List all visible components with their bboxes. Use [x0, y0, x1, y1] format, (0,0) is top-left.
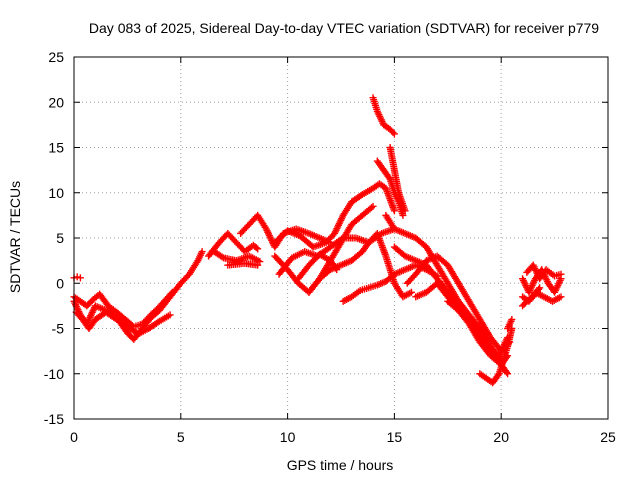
x-tick-label: 15	[387, 429, 403, 445]
data-marks	[70, 94, 565, 387]
x-tick-label: 0	[70, 429, 78, 445]
data-point	[401, 207, 409, 215]
y-tick-label: 20	[48, 94, 64, 110]
data-point	[254, 245, 262, 253]
chart-title: Day 083 of 2025, Sidereal Day-to-day VTE…	[89, 20, 599, 36]
data-point	[254, 261, 262, 269]
data-point	[508, 315, 516, 323]
data-point	[368, 204, 376, 212]
plot-frame	[73, 56, 609, 420]
data-point	[252, 244, 260, 252]
grid	[74, 57, 608, 419]
data-point	[73, 273, 81, 281]
data-point	[557, 293, 565, 301]
data-point	[76, 274, 84, 282]
y-axis-label: SDTVAR / TECUs	[7, 181, 23, 293]
axis-ticks: 0 5 10 15 20 25 -15 -10 -5 0 5 10 15 20 25	[44, 49, 616, 445]
data-point	[390, 130, 398, 138]
series-track-17	[386, 144, 409, 215]
series-track-6	[209, 247, 264, 266]
y-tick-label: 25	[48, 49, 64, 65]
x-tick-label: 25	[600, 429, 616, 445]
y-tick-label: -10	[44, 366, 64, 382]
data-point	[389, 128, 397, 136]
data-point	[166, 311, 174, 319]
series-track-3	[72, 308, 174, 338]
x-tick-label: 5	[177, 429, 185, 445]
data-point	[503, 368, 511, 376]
data-point	[399, 211, 407, 219]
x-tick-label: 20	[493, 429, 509, 445]
data-point	[535, 285, 543, 293]
data-point	[198, 248, 206, 256]
y-tick-label: -15	[44, 411, 64, 427]
y-tick-label: 10	[48, 185, 64, 201]
series-track-15	[369, 94, 398, 138]
data-point	[338, 235, 346, 243]
series-track-4	[70, 273, 84, 282]
y-tick-label: 0	[56, 275, 64, 291]
x-tick-label: 10	[280, 429, 296, 445]
data-point	[390, 207, 398, 215]
data-point	[504, 370, 512, 378]
data-point	[167, 290, 175, 298]
series-track-13	[305, 229, 415, 301]
series-track-28	[519, 284, 544, 310]
y-tick-label: 5	[56, 230, 64, 246]
data-point	[256, 258, 264, 266]
series-track-20	[403, 252, 514, 355]
y-tick-label: 15	[48, 140, 64, 156]
data-point	[168, 288, 176, 296]
series-track-27	[523, 261, 565, 283]
data-point	[369, 202, 377, 210]
series-track-24	[504, 315, 516, 332]
series-track-9	[271, 180, 398, 251]
data-point	[407, 288, 415, 296]
data-point	[557, 270, 565, 278]
series-track-22	[444, 297, 512, 364]
series-track-5	[205, 229, 262, 260]
data-point	[536, 284, 544, 292]
data-point	[218, 253, 226, 261]
series-track-23	[476, 325, 516, 387]
x-axis-label: GPS time / hours	[287, 457, 394, 473]
y-tick-label: -5	[52, 321, 65, 337]
series-track-8	[224, 259, 262, 269]
